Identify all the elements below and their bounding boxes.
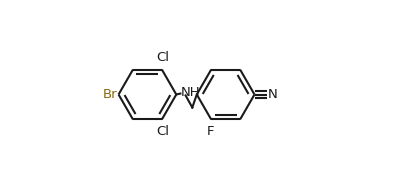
Text: NH: NH xyxy=(181,86,200,99)
Text: F: F xyxy=(207,125,214,138)
Text: N: N xyxy=(267,88,277,101)
Text: Cl: Cl xyxy=(156,125,169,138)
Text: Br: Br xyxy=(102,88,117,101)
Text: Cl: Cl xyxy=(156,51,169,64)
